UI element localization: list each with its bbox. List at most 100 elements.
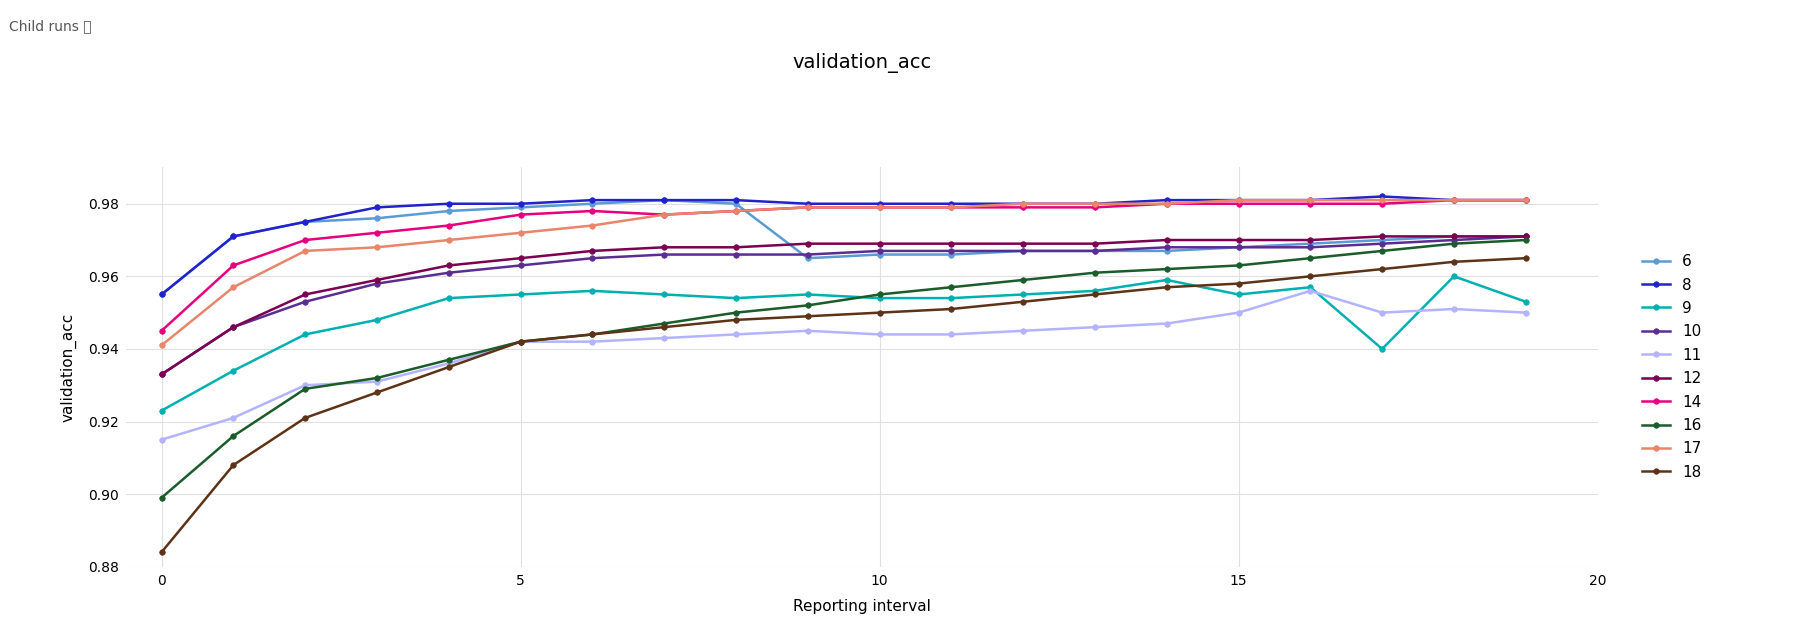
9 <box>869 294 890 302</box>
16 <box>725 308 747 316</box>
9 <box>510 290 531 298</box>
9 <box>1084 287 1106 295</box>
14 <box>1300 200 1321 207</box>
16 <box>1156 265 1178 273</box>
18 <box>797 312 819 320</box>
6 <box>869 251 890 258</box>
6 <box>510 204 531 211</box>
17 <box>1012 200 1034 207</box>
Line: 18: 18 <box>158 256 1529 555</box>
14 <box>797 204 819 211</box>
14 <box>653 211 675 218</box>
11 <box>941 330 962 338</box>
14 <box>366 229 388 236</box>
16 <box>510 338 531 346</box>
6 <box>1300 240 1321 247</box>
17 <box>294 247 316 255</box>
16 <box>869 290 890 298</box>
10 <box>1228 243 1249 251</box>
12 <box>1371 232 1393 240</box>
6 <box>294 218 316 226</box>
17 <box>223 283 244 291</box>
8 <box>1228 196 1249 204</box>
9 <box>1371 345 1393 353</box>
Text: Child runs ⓘ: Child runs ⓘ <box>9 19 92 33</box>
17 <box>366 243 388 251</box>
12 <box>438 261 460 269</box>
14 <box>294 236 316 244</box>
11 <box>366 378 388 386</box>
12 <box>869 240 890 247</box>
11 <box>1443 305 1465 313</box>
17 <box>151 341 172 349</box>
11 <box>653 334 675 342</box>
9 <box>223 367 244 375</box>
18 <box>653 323 675 331</box>
18 <box>151 548 172 556</box>
8 <box>1443 196 1465 204</box>
11 <box>510 338 531 346</box>
11 <box>1300 287 1321 295</box>
10 <box>1084 247 1106 255</box>
18 <box>1084 290 1106 298</box>
16 <box>1228 261 1249 269</box>
14 <box>941 204 962 211</box>
10 <box>1443 236 1465 244</box>
12 <box>1228 236 1249 244</box>
12 <box>366 276 388 284</box>
9 <box>941 294 962 302</box>
9 <box>582 287 603 295</box>
9 <box>1515 298 1537 306</box>
8 <box>1515 196 1537 204</box>
8 <box>438 200 460 207</box>
8 <box>725 196 747 204</box>
8 <box>1371 193 1393 200</box>
9 <box>366 316 388 324</box>
14 <box>1156 200 1178 207</box>
17 <box>1300 196 1321 204</box>
16 <box>653 319 675 327</box>
18 <box>582 330 603 338</box>
17 <box>653 211 675 218</box>
Line: 6: 6 <box>158 197 1529 298</box>
17 <box>438 236 460 244</box>
12 <box>725 243 747 251</box>
8 <box>294 218 316 226</box>
6 <box>1228 243 1249 251</box>
10 <box>941 247 962 255</box>
10 <box>1371 240 1393 247</box>
18 <box>1371 265 1393 273</box>
16 <box>582 330 603 338</box>
6 <box>941 251 962 258</box>
Line: 11: 11 <box>158 288 1529 442</box>
12 <box>1012 240 1034 247</box>
10 <box>653 251 675 258</box>
18 <box>1156 283 1178 291</box>
14 <box>1012 204 1034 211</box>
16 <box>1012 276 1034 284</box>
11 <box>151 436 172 444</box>
10 <box>582 254 603 262</box>
18 <box>438 363 460 371</box>
18 <box>941 305 962 313</box>
10 <box>1012 247 1034 255</box>
9 <box>1156 276 1178 284</box>
10 <box>510 261 531 269</box>
6 <box>797 254 819 262</box>
17 <box>582 222 603 229</box>
Line: 17: 17 <box>158 197 1529 348</box>
12 <box>941 240 962 247</box>
16 <box>1371 247 1393 255</box>
11 <box>869 330 890 338</box>
Y-axis label: validation_acc: validation_acc <box>61 312 77 422</box>
16 <box>151 494 172 502</box>
8 <box>582 196 603 204</box>
10 <box>1156 243 1178 251</box>
11 <box>1156 319 1178 327</box>
18 <box>1228 279 1249 287</box>
8 <box>653 196 675 204</box>
11 <box>797 327 819 335</box>
14 <box>582 207 603 215</box>
17 <box>725 207 747 215</box>
12 <box>1300 236 1321 244</box>
